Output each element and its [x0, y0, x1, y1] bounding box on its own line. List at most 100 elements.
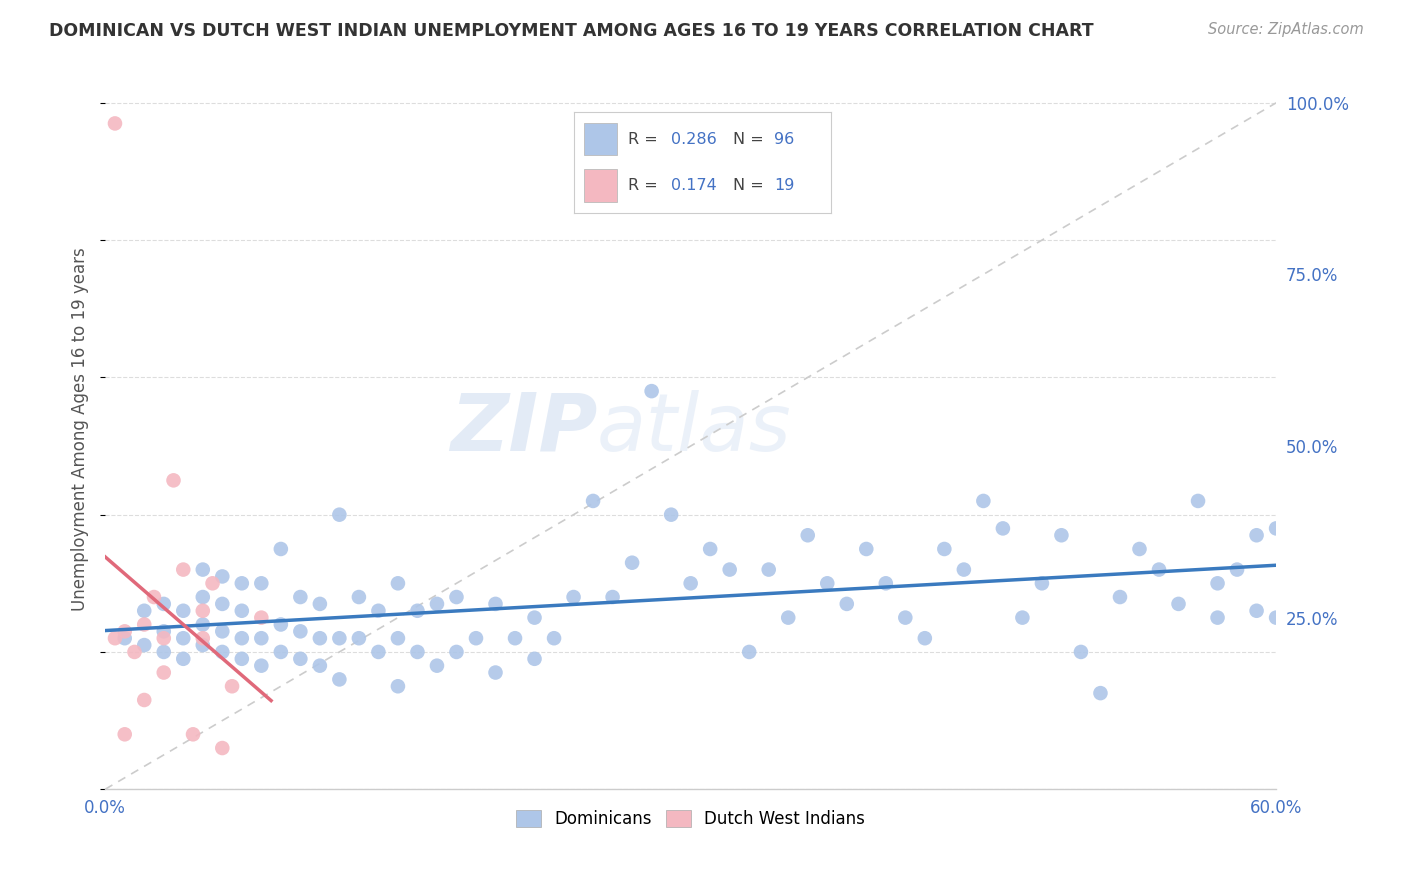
- Point: [231, 631, 253, 645]
- Point: [347, 631, 370, 645]
- Point: [484, 665, 506, 680]
- Point: [1206, 610, 1229, 624]
- Point: [104, 116, 127, 130]
- Point: [1031, 576, 1053, 591]
- Point: [387, 679, 409, 693]
- Point: [124, 645, 146, 659]
- Point: [446, 590, 468, 604]
- Point: [1265, 610, 1288, 624]
- Point: [250, 631, 273, 645]
- Point: [221, 679, 243, 693]
- Point: [1128, 541, 1150, 556]
- Point: [134, 604, 156, 618]
- Point: [465, 631, 488, 645]
- Point: [659, 508, 682, 522]
- Point: [114, 624, 136, 639]
- Point: [191, 563, 214, 577]
- Point: [250, 576, 273, 591]
- Point: [855, 541, 877, 556]
- Point: [1246, 528, 1268, 542]
- Point: [231, 652, 253, 666]
- Point: [104, 631, 127, 645]
- Text: DOMINICAN VS DUTCH WEST INDIAN UNEMPLOYMENT AMONG AGES 16 TO 19 YEARS CORRELATIO: DOMINICAN VS DUTCH WEST INDIAN UNEMPLOYM…: [49, 22, 1094, 40]
- Point: [290, 624, 312, 639]
- Point: [582, 494, 605, 508]
- Point: [602, 590, 624, 604]
- Point: [211, 569, 233, 583]
- Point: [1206, 576, 1229, 591]
- Point: [211, 597, 233, 611]
- Point: [134, 617, 156, 632]
- Point: [201, 576, 224, 591]
- Text: Source: ZipAtlas.com: Source: ZipAtlas.com: [1208, 22, 1364, 37]
- Point: [1050, 528, 1073, 542]
- Point: [231, 576, 253, 591]
- Legend: Dominicans, Dutch West Indians: Dominicans, Dutch West Indians: [510, 804, 872, 835]
- Point: [387, 576, 409, 591]
- Point: [309, 597, 332, 611]
- Point: [699, 541, 721, 556]
- Point: [191, 638, 214, 652]
- Point: [894, 610, 917, 624]
- Point: [1011, 610, 1033, 624]
- Point: [211, 624, 233, 639]
- Point: [543, 631, 565, 645]
- Point: [172, 652, 194, 666]
- Point: [1109, 590, 1132, 604]
- Point: [972, 494, 994, 508]
- Point: [152, 624, 174, 639]
- Point: [914, 631, 936, 645]
- Point: [738, 645, 761, 659]
- Point: [134, 693, 156, 707]
- Point: [114, 631, 136, 645]
- Point: [211, 645, 233, 659]
- Point: [250, 610, 273, 624]
- Point: [270, 645, 292, 659]
- Point: [484, 597, 506, 611]
- Point: [953, 563, 976, 577]
- Point: [290, 652, 312, 666]
- Point: [426, 658, 449, 673]
- Point: [152, 665, 174, 680]
- Text: atlas: atlas: [598, 390, 792, 468]
- Point: [718, 563, 741, 577]
- Point: [406, 645, 429, 659]
- Point: [172, 604, 194, 618]
- Point: [270, 541, 292, 556]
- Point: [1265, 521, 1288, 535]
- Point: [835, 597, 858, 611]
- Point: [191, 617, 214, 632]
- Point: [134, 638, 156, 652]
- Point: [347, 590, 370, 604]
- Point: [328, 631, 350, 645]
- Point: [270, 617, 292, 632]
- Point: [191, 604, 214, 618]
- Point: [152, 597, 174, 611]
- Point: [1226, 563, 1249, 577]
- Point: [815, 576, 838, 591]
- Point: [523, 610, 546, 624]
- Point: [387, 631, 409, 645]
- Point: [114, 727, 136, 741]
- Point: [991, 521, 1014, 535]
- Point: [231, 604, 253, 618]
- Point: [446, 645, 468, 659]
- Point: [290, 590, 312, 604]
- Point: [191, 590, 214, 604]
- Point: [503, 631, 526, 645]
- Point: [1167, 597, 1189, 611]
- Point: [679, 576, 702, 591]
- Point: [152, 631, 174, 645]
- Point: [328, 508, 350, 522]
- Point: [162, 474, 184, 488]
- Point: [1070, 645, 1092, 659]
- Point: [426, 597, 449, 611]
- Point: [181, 727, 204, 741]
- Point: [172, 631, 194, 645]
- Point: [328, 673, 350, 687]
- Point: [309, 658, 332, 673]
- Point: [250, 658, 273, 673]
- Point: [367, 604, 389, 618]
- Point: [1246, 604, 1268, 618]
- Point: [1147, 563, 1170, 577]
